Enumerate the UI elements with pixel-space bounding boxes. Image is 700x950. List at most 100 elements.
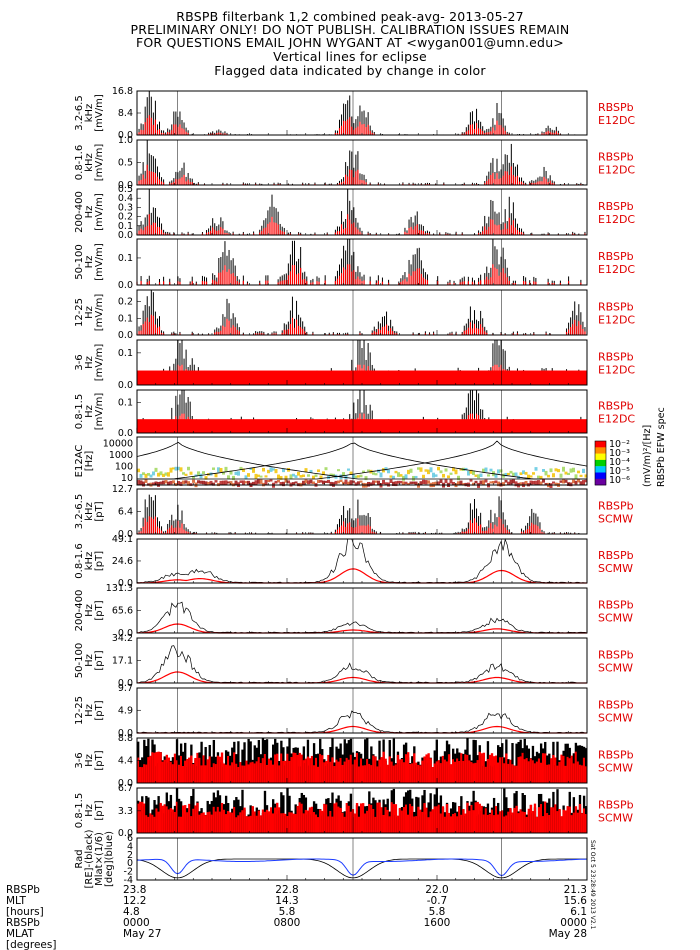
colorbar-swatch <box>595 453 606 461</box>
data-bar-avg <box>402 807 406 833</box>
data-bar-avg <box>157 811 160 833</box>
y-axis-label: kHz <box>84 502 95 521</box>
spectrogram-cell <box>547 474 550 478</box>
spectrogram-cell <box>502 482 505 486</box>
data-bar-avg <box>372 755 375 783</box>
spectrogram-cell <box>449 472 453 475</box>
data-bar-avg <box>503 816 506 833</box>
data-bar-avg <box>143 803 146 833</box>
spectrogram-cell <box>459 468 463 471</box>
spectrogram-cell <box>497 469 500 474</box>
data-bar-avg <box>159 752 162 783</box>
data-bar-avg <box>325 804 328 833</box>
data-bar-avg <box>433 763 436 783</box>
spectrogram-cell <box>144 473 148 478</box>
spectrogram-cell <box>274 468 278 474</box>
data-bar-avg <box>198 814 201 833</box>
y-axis-label: 3.2-6.5 <box>74 494 85 529</box>
data-bar-peak <box>515 743 518 783</box>
data-bar-avg <box>374 756 377 783</box>
data-bar-avg <box>337 761 340 783</box>
y-axis-label: [pT] <box>94 700 105 720</box>
data-bar-avg <box>470 761 473 783</box>
data-bar-peak <box>503 788 506 833</box>
data-bar-avg <box>222 809 226 833</box>
data-bar-avg <box>153 752 156 783</box>
data-bar-avg <box>578 764 582 783</box>
spectrogram-cell <box>164 472 168 476</box>
data-bar-avg <box>478 803 481 833</box>
spectrogram-cell <box>154 467 158 472</box>
data-bar-avg <box>169 808 173 833</box>
data-bar-avg <box>511 764 514 783</box>
spectrogram-cell <box>239 480 243 484</box>
spectrogram-cell <box>472 482 475 486</box>
panel-tag-craft: RBSPb <box>598 799 634 812</box>
y-axis-label: Hz <box>84 604 95 617</box>
spectrogram-cell <box>572 467 575 473</box>
spectrogram-cell <box>249 467 253 470</box>
data-bar-avg <box>566 806 569 833</box>
data-bar-avg <box>312 765 316 783</box>
spectrogram-cell <box>394 481 398 487</box>
data-bar-avg <box>302 760 306 783</box>
data-bar-avg <box>302 813 306 833</box>
spectrogram-cell <box>512 472 515 476</box>
data-bar-avg <box>161 761 164 783</box>
y-axis-label: 3-6 <box>74 354 85 370</box>
data-bar-avg <box>286 815 289 833</box>
data-bar-avg <box>239 812 242 833</box>
spectrogram-cell <box>434 474 438 477</box>
data-bar-avg <box>529 804 533 833</box>
data-bar-avg <box>474 762 477 783</box>
peak-series <box>136 538 587 584</box>
colorbar-swatch <box>595 459 606 467</box>
data-bar-avg <box>355 803 359 833</box>
y-tick-label: 6.4 <box>118 506 133 517</box>
data-bar-avg <box>179 755 183 783</box>
spectrogram-cell <box>554 482 558 486</box>
data-bar-avg <box>507 811 510 833</box>
spectrogram-cell <box>554 468 558 472</box>
data-bar-avg <box>214 764 218 783</box>
y-tick-label: 6.7 <box>118 783 133 794</box>
y-axis-label: 12-25 <box>74 298 85 327</box>
data-bar-avg <box>327 816 330 833</box>
y-axis-label: [deg](blue) <box>104 831 115 887</box>
data-bar-avg <box>175 801 179 833</box>
spectrogram-cell <box>289 474 293 480</box>
panel-tag-craft: RBSPb <box>598 500 634 513</box>
spectrogram-cell <box>399 474 403 477</box>
data-bar-avg <box>231 762 234 783</box>
spectrogram-cell <box>407 483 410 486</box>
data-bar-avg <box>382 751 385 783</box>
data-bar-avg <box>227 811 230 833</box>
data-bar-avg <box>382 814 385 833</box>
y-axis-label: [pT] <box>94 650 105 670</box>
data-bar-avg <box>566 756 569 783</box>
y-tick-label: 0.0 <box>118 230 133 241</box>
y-axis-label: 50-100 <box>74 643 85 678</box>
data-bar-avg <box>374 816 377 833</box>
data-bar-avg <box>574 751 578 783</box>
data-bar-avg <box>167 757 171 783</box>
data-bar-avg <box>155 808 158 833</box>
spectrogram-cell <box>369 482 373 486</box>
data-bar-avg <box>548 764 551 783</box>
y-axis-label: 3-6 <box>74 752 85 768</box>
data-bar-avg <box>515 805 518 833</box>
data-bar-peak <box>288 738 291 783</box>
orbit-value: 22.8 <box>275 884 298 896</box>
data-bar-avg <box>544 753 547 783</box>
orbit-value: 0800 <box>274 917 301 929</box>
panel-frame <box>136 837 588 881</box>
data-bar-avg <box>249 762 252 783</box>
data-bar-avg <box>462 760 465 783</box>
data-bar-avg <box>218 756 222 783</box>
data-bar-avg <box>568 806 571 833</box>
orbit-value: 5.8 <box>429 906 446 918</box>
spectrogram-cell <box>574 474 578 479</box>
